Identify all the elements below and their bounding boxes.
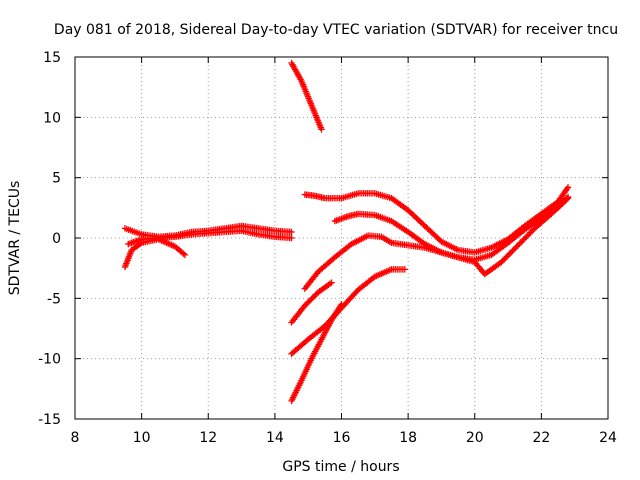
data-point [326,280,334,287]
x-tick-label: 10 [133,430,151,446]
y-axis-title: SDTVAR / TECUs [7,181,23,296]
x-tick-label: 20 [466,430,484,446]
series-track-h [288,279,335,326]
x-tick-label: 18 [399,430,417,446]
data-point [288,234,295,242]
y-tick-label: 0 [52,231,61,247]
data-point [181,251,189,259]
data-point [328,279,335,286]
data-point [318,126,325,133]
axis-ticks [74,56,609,420]
y-tick-label: -15 [38,412,61,428]
x-tick-label: 22 [532,430,550,446]
series-track-c [125,227,295,248]
data-point [338,301,345,308]
x-tick-label: 14 [266,430,284,446]
data-point [564,184,572,191]
data-point [180,250,187,257]
x-tick-label: 16 [333,430,351,446]
x-axis-title: GPS time / hours [282,459,399,475]
y-tick-label: -10 [38,352,61,368]
data-point [564,193,572,201]
series-track-g [301,193,572,292]
x-tick-label: 8 [71,430,80,446]
data-point [563,195,570,202]
tick-labels: 8 10 12 14 16 18 20 22 24 -15 -10 -5 0 5 10 15 [38,50,617,446]
x-tick-label: 12 [199,430,217,446]
chart-title: Day 081 of 2018, Sidereal Day-to-day VTE… [54,22,618,38]
y-tick-label: -5 [47,291,61,307]
series-track-j [288,301,345,405]
y-tick-label: 10 [43,110,61,126]
data-point [288,228,295,236]
x-tick-label: 24 [599,430,617,446]
data-point [401,266,408,273]
y-tick-label: 5 [52,171,61,187]
series-track-d [288,59,325,133]
y-tick-label: 15 [43,50,61,66]
data-points [121,59,572,405]
series-track-e [301,184,572,256]
